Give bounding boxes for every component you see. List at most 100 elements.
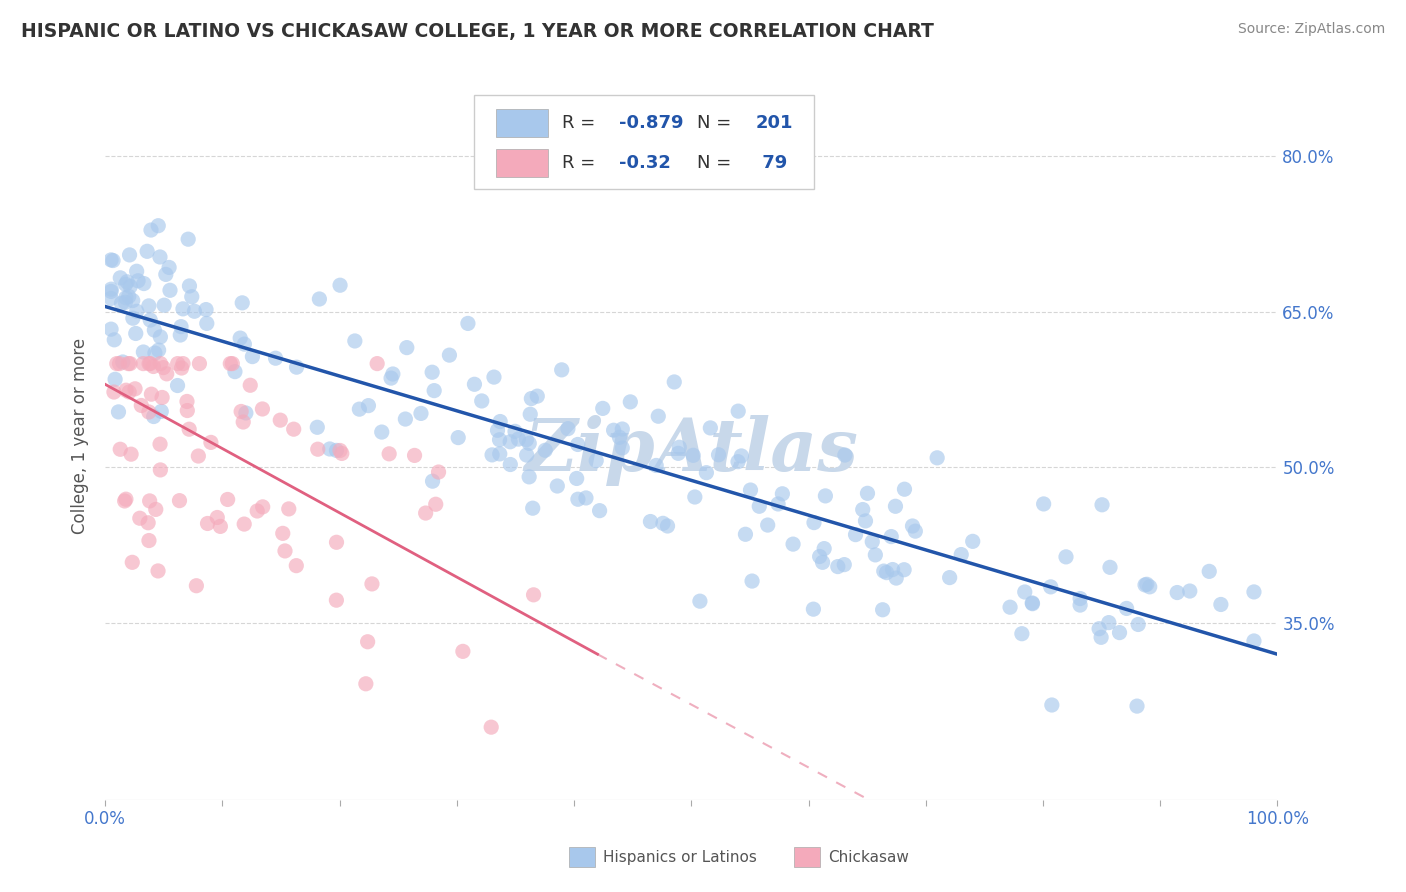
Point xyxy=(138,533,160,548)
Point xyxy=(169,493,191,508)
Point xyxy=(499,458,522,472)
Point xyxy=(1198,565,1220,579)
Point xyxy=(592,401,614,416)
Point xyxy=(233,517,256,532)
Point xyxy=(557,422,579,436)
Text: -0.32: -0.32 xyxy=(619,153,671,172)
Point xyxy=(105,357,128,371)
Point xyxy=(100,282,122,296)
Point xyxy=(457,317,479,331)
Point xyxy=(526,389,548,403)
Point xyxy=(1209,598,1232,612)
Point xyxy=(209,519,232,533)
Point xyxy=(664,375,686,389)
Point xyxy=(1136,577,1159,591)
Point xyxy=(138,494,160,508)
Point xyxy=(520,392,543,406)
Point xyxy=(274,544,297,558)
Point xyxy=(860,534,883,549)
Point xyxy=(567,437,589,451)
Text: R =: R = xyxy=(562,114,602,132)
Point xyxy=(682,448,704,462)
Point xyxy=(378,447,401,461)
Point xyxy=(252,500,274,514)
Point xyxy=(740,483,762,497)
Point xyxy=(1039,580,1062,594)
Point xyxy=(308,292,330,306)
Point xyxy=(197,516,219,531)
Point xyxy=(114,295,136,310)
Point xyxy=(101,253,124,268)
Point xyxy=(283,422,305,436)
Point xyxy=(827,559,849,574)
Point xyxy=(136,516,159,530)
Point xyxy=(567,492,589,507)
Point xyxy=(488,433,510,447)
Point xyxy=(207,510,229,524)
Point xyxy=(585,453,607,467)
Point xyxy=(508,432,530,446)
Text: R =: R = xyxy=(562,153,602,172)
Point xyxy=(612,422,634,436)
Point xyxy=(420,365,443,379)
Point xyxy=(734,527,756,541)
Point xyxy=(221,357,243,371)
Point xyxy=(893,482,915,496)
Point xyxy=(1098,615,1121,630)
Point xyxy=(329,443,352,458)
Point xyxy=(463,377,485,392)
Point xyxy=(516,448,538,462)
Point xyxy=(371,425,394,439)
Point xyxy=(741,574,763,588)
Point xyxy=(1108,625,1130,640)
Point xyxy=(619,395,641,409)
Point xyxy=(647,409,669,424)
Point xyxy=(120,357,142,371)
Point xyxy=(124,382,146,396)
Point xyxy=(136,244,159,259)
Point xyxy=(381,367,404,381)
Point xyxy=(727,404,749,418)
Point xyxy=(1090,630,1112,644)
Point xyxy=(195,317,218,331)
Point xyxy=(242,350,264,364)
Point xyxy=(343,334,366,348)
Point xyxy=(349,402,371,417)
Point xyxy=(1011,626,1033,640)
Point xyxy=(1032,497,1054,511)
Point xyxy=(1021,597,1043,611)
Point xyxy=(150,391,173,405)
Point xyxy=(612,441,634,455)
Point xyxy=(499,434,522,449)
Point xyxy=(118,248,141,262)
Point xyxy=(901,519,924,533)
Point xyxy=(329,278,352,293)
Point xyxy=(451,644,474,658)
Point xyxy=(1243,634,1265,648)
Point xyxy=(115,275,138,289)
Point xyxy=(108,357,131,371)
Point xyxy=(129,399,152,413)
Point xyxy=(149,463,172,477)
Text: 79: 79 xyxy=(756,153,787,172)
Text: 201: 201 xyxy=(756,114,793,132)
Point xyxy=(145,502,167,516)
Point xyxy=(142,359,165,374)
Point xyxy=(1139,580,1161,594)
Point xyxy=(782,537,804,551)
Point xyxy=(100,252,122,267)
Point xyxy=(519,407,541,421)
Point xyxy=(962,534,984,549)
Point xyxy=(149,437,172,451)
Point xyxy=(188,357,211,371)
Point xyxy=(148,343,170,357)
Point xyxy=(100,322,122,336)
Point xyxy=(1115,601,1137,615)
Point xyxy=(246,504,269,518)
Point xyxy=(139,223,162,237)
Point xyxy=(640,515,662,529)
Point xyxy=(645,458,668,473)
Point xyxy=(179,422,201,436)
Point xyxy=(699,421,721,435)
Point xyxy=(657,519,679,533)
